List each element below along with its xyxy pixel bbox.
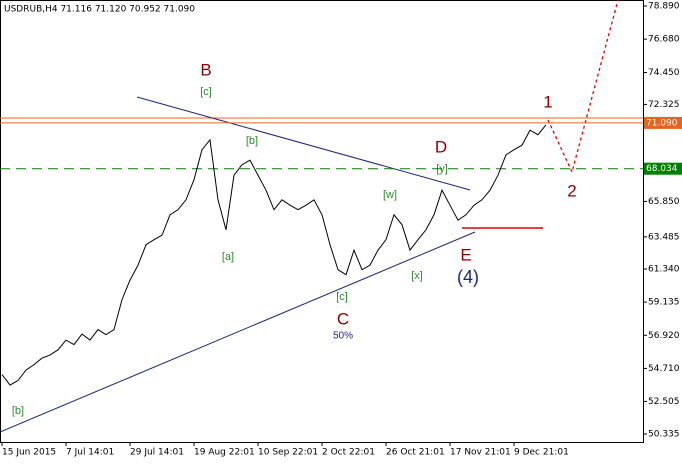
- wave-label: [c]: [200, 86, 212, 98]
- y-tick-label: 52.505: [648, 397, 680, 407]
- y-tick-label: 65.850: [648, 197, 680, 207]
- x-tick-label: 26 Oct 21:01: [386, 448, 445, 458]
- annotations: B[c][b][a]C[c]50%D[y][w][x]E(4)12[b]: [12, 60, 577, 416]
- wave-label: 50%: [333, 331, 353, 342]
- x-tick-label: 17 Nov 21:01: [450, 448, 511, 458]
- wave-label: B: [200, 60, 211, 79]
- x-tick-label: 2 Oct 22:01: [322, 448, 375, 458]
- wave-label: [c]: [336, 291, 348, 303]
- wave-label: [b]: [12, 405, 24, 417]
- price-tag: [644, 162, 682, 175]
- x-tick-label: 15 Jun 2015: [2, 448, 56, 458]
- y-tick-label: 50.335: [648, 429, 680, 439]
- chart-title: USDRUB,H4 71.116 71.120 70.952 71.090: [4, 5, 195, 15]
- wave-label: E: [460, 245, 471, 264]
- trend-line: [0, 231, 476, 433]
- price-line-series: [1, 124, 547, 386]
- wave-label: 1: [543, 92, 552, 111]
- wave-label: [b]: [246, 135, 258, 147]
- projection: [547, 0, 619, 174]
- wave-label: [a]: [222, 251, 234, 263]
- drawing-layer: [0, 0, 643, 433]
- wave-label: [x]: [411, 270, 423, 282]
- y-tick-label: 78.890: [648, 1, 680, 11]
- x-tick-label: 9 Dec 21:01: [514, 448, 569, 458]
- x-tick-label: 10 Sep 22:01: [258, 448, 318, 458]
- x-tick-label: 19 Aug 22:01: [194, 448, 255, 458]
- y-tick-label: 59.135: [648, 298, 680, 308]
- y-tick-label: 74.450: [648, 68, 680, 78]
- y-tick-label: 56.920: [648, 331, 680, 341]
- y-tick-label: 76.680: [648, 35, 680, 45]
- y-tick-label: 54.710: [648, 364, 680, 374]
- x-tick-label: 7 Jul 14:01: [66, 448, 114, 458]
- wave-label: D: [435, 137, 447, 156]
- wave-label: [w]: [383, 189, 397, 201]
- trend-line: [136, 96, 471, 191]
- wave-label: 2: [567, 181, 576, 200]
- x-tick-label: 29 Jul 14:01: [130, 448, 184, 458]
- wave-label: (4): [457, 267, 479, 287]
- price-tag-label: 71.090: [646, 118, 678, 128]
- y-tick-label: 61.340: [648, 265, 680, 275]
- price-tag: [644, 116, 682, 129]
- y-tick-label: 63.485: [648, 232, 680, 242]
- wave-label: C: [337, 309, 349, 328]
- y-tick-label: 72.325: [648, 100, 680, 110]
- price-tag-label: 68.034: [646, 164, 678, 174]
